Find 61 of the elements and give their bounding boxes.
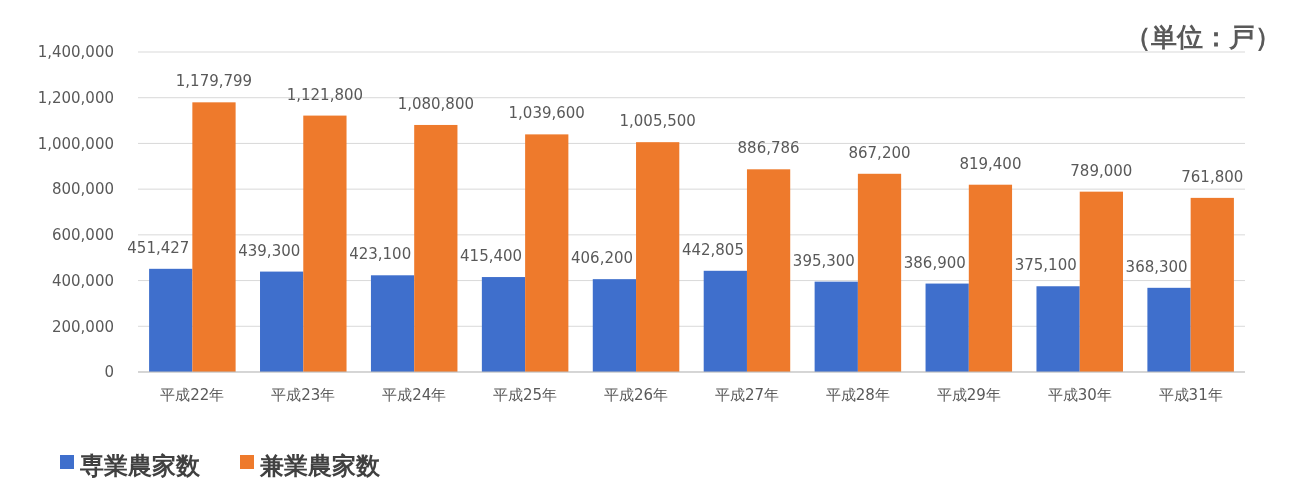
bar xyxy=(814,281,858,372)
bar xyxy=(968,184,1013,372)
y-tick-label: 1,200,000 xyxy=(37,88,114,107)
data-label: 368,300 xyxy=(1125,257,1188,276)
bar xyxy=(1147,287,1191,372)
annotation: （単位：戸） xyxy=(1125,22,1281,52)
y-tick-label: 800,000 xyxy=(51,180,114,199)
bar xyxy=(703,270,747,372)
x-tick-label: 平成24年 xyxy=(382,386,447,404)
data-label: 406,200 xyxy=(571,249,634,268)
bar xyxy=(1079,191,1123,372)
bar xyxy=(303,115,347,372)
data-label: 1,080,800 xyxy=(397,94,474,113)
data-label: 1,039,600 xyxy=(508,104,585,123)
bar xyxy=(1190,197,1234,372)
bar xyxy=(481,277,526,372)
data-label: 761,800 xyxy=(1181,167,1244,186)
data-label: 451,427 xyxy=(127,238,190,257)
data-label: 423,100 xyxy=(349,245,412,264)
x-tick-label: 平成29年 xyxy=(936,386,1001,404)
bar xyxy=(925,283,969,372)
y-tick-label: 0 xyxy=(104,363,114,382)
legend-label: 専業農家数 xyxy=(79,452,201,481)
data-label: 789,000 xyxy=(1070,161,1133,180)
data-label: 375,100 xyxy=(1014,256,1077,275)
bar xyxy=(1036,286,1080,372)
data-label: 415,400 xyxy=(460,247,523,266)
x-tick-label: 平成31年 xyxy=(1158,386,1223,404)
data-label: 867,200 xyxy=(848,143,911,162)
x-tick-label: 平成25年 xyxy=(493,386,558,404)
data-label: 886,786 xyxy=(737,139,800,158)
y-tick-label: 1,000,000 xyxy=(37,134,114,153)
data-label: 395,300 xyxy=(792,251,855,270)
data-label: 1,179,799 xyxy=(175,72,253,91)
data-label: 386,900 xyxy=(903,253,966,272)
bar xyxy=(260,271,304,372)
x-tick-label: 平成26年 xyxy=(603,386,669,404)
data-label: 439,300 xyxy=(238,241,301,260)
x-tick-label: 平成23年 xyxy=(271,386,336,404)
bar xyxy=(192,102,236,372)
legend-label: 兼業農家数 xyxy=(259,452,381,481)
x-tick-label: 平成22年 xyxy=(160,386,225,404)
y-tick-label: 200,000 xyxy=(51,317,114,336)
bar xyxy=(149,268,193,372)
x-tick-label: 平成28年 xyxy=(825,386,890,404)
x-tick-label: 平成27年 xyxy=(714,386,780,404)
bar xyxy=(636,142,680,372)
bar xyxy=(592,279,637,372)
bar xyxy=(370,275,415,372)
data-label: 442,805 xyxy=(681,240,744,259)
bar xyxy=(857,173,902,372)
y-tick-label: 600,000 xyxy=(51,226,114,245)
data-label: 1,005,500 xyxy=(619,112,696,131)
data-label: 1,121,800 xyxy=(286,85,364,104)
data-label: 819,400 xyxy=(959,154,1022,173)
x-tick-label: 平成30年 xyxy=(1047,386,1112,404)
y-tick-label: 400,000 xyxy=(51,271,114,290)
bar xyxy=(414,124,458,372)
y-tick-label: 1,400,000 xyxy=(37,43,114,62)
bar xyxy=(525,134,569,372)
bar xyxy=(746,169,791,372)
